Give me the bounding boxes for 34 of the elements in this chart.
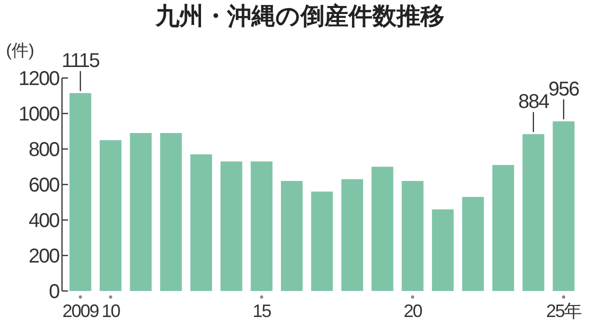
data-label: 1115: [62, 50, 100, 72]
bar: [190, 154, 212, 291]
bar: [432, 209, 454, 291]
x-tick-label: 20: [404, 301, 423, 321]
y-axis-title: (件): [6, 41, 34, 60]
bar: [492, 164, 514, 291]
y-tick-label: 600: [28, 174, 60, 196]
data-label: 956: [548, 78, 580, 100]
y-tick-label: 1200: [18, 68, 60, 90]
y-tick-label: 800: [28, 139, 60, 161]
bar: [220, 161, 242, 291]
x-tick-label: 10: [102, 301, 121, 321]
bar: [130, 133, 152, 291]
bar: [341, 179, 364, 291]
y-tick-label: 400: [28, 210, 60, 232]
x-tick-label: 15: [252, 301, 272, 321]
bar: [522, 134, 544, 291]
y-tick-label: 0: [48, 281, 60, 303]
data-label: 884: [518, 91, 550, 114]
bar: [462, 196, 484, 291]
bar: [552, 121, 574, 291]
chart-title: 九州・沖縄の倒産件数推移: [154, 3, 444, 30]
y-tick-label: 1000: [18, 104, 60, 126]
y-tick-label: 200: [28, 246, 60, 268]
bar: [100, 140, 122, 291]
bar: [372, 166, 394, 291]
x-tick-label: 2009: [62, 301, 100, 321]
bar: [70, 93, 92, 291]
x-tick-label: 25年: [546, 301, 582, 321]
bar: [250, 161, 272, 291]
bar: [280, 180, 303, 291]
bar: [311, 192, 333, 291]
bar: [402, 180, 424, 291]
bar: [160, 133, 182, 291]
